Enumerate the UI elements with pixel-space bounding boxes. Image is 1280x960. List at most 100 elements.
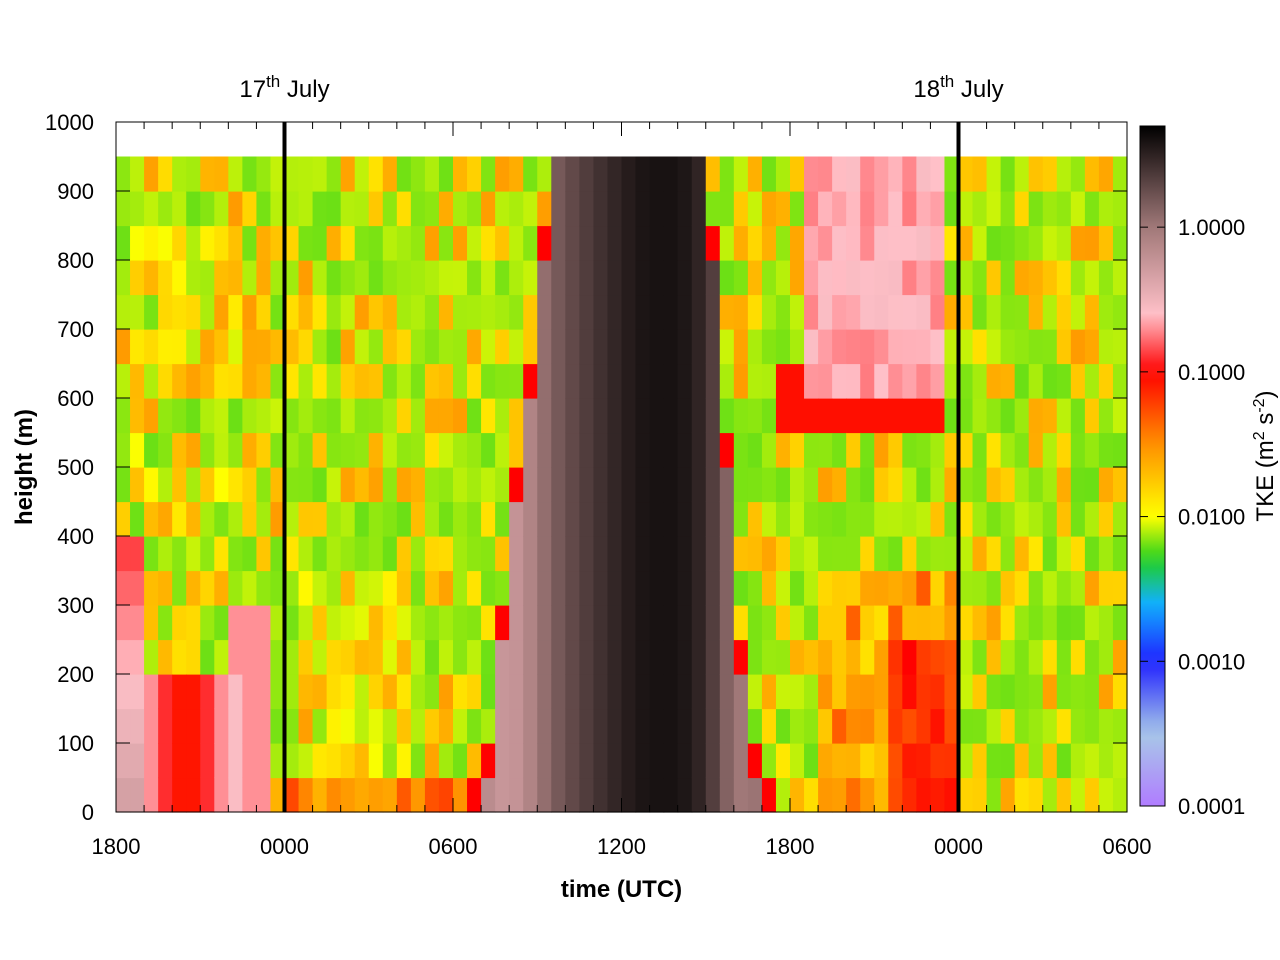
heatmap-cell — [677, 294, 693, 330]
heatmap-cell — [326, 501, 342, 537]
heatmap-cell — [832, 260, 847, 296]
heatmap-cell — [354, 570, 370, 606]
x-tick-label: 0600 — [429, 834, 478, 859]
heatmap-cell — [621, 398, 637, 434]
heatmap-cell — [705, 639, 721, 675]
heatmap-cell — [1084, 639, 1100, 675]
heatmap-cell — [663, 605, 679, 641]
heatmap-cell — [565, 432, 580, 468]
heatmap-cell — [256, 639, 272, 675]
heatmap-cell — [298, 501, 314, 537]
heatmap-cell — [495, 777, 510, 813]
heatmap-cell — [298, 639, 314, 675]
heatmap-cell — [902, 191, 917, 227]
heatmap-cell — [705, 156, 721, 192]
heatmap-cell — [972, 777, 988, 813]
heatmap-cell — [438, 777, 454, 813]
heatmap-cell — [649, 156, 665, 192]
heatmap-cell — [972, 294, 988, 330]
heatmap-cell — [804, 743, 819, 779]
heatmap-cell — [438, 708, 454, 744]
heatmap-cell — [340, 743, 356, 779]
heatmap-cell — [1084, 743, 1100, 779]
heatmap-cell — [916, 570, 932, 606]
heatmap-cell — [424, 605, 440, 641]
heatmap-cell — [747, 777, 763, 813]
heatmap-cell — [719, 467, 735, 503]
heatmap-cell — [312, 260, 328, 296]
heatmap-cell — [396, 570, 412, 606]
heatmap-cell — [509, 329, 524, 365]
heatmap-cell — [930, 156, 946, 192]
heatmap-cell — [467, 260, 482, 296]
heatmap-cell — [790, 225, 805, 261]
heatmap-cell — [481, 432, 496, 468]
heatmap-cell — [410, 570, 426, 606]
heatmap-cell — [270, 432, 286, 468]
heatmap-cell — [116, 570, 131, 606]
heatmap-cell — [1098, 777, 1114, 813]
heatmap-cell — [649, 708, 665, 744]
heatmap-cell — [312, 156, 328, 192]
heatmap-cell — [818, 570, 833, 606]
heatmap-cell — [186, 605, 201, 641]
heatmap-cell — [705, 225, 721, 261]
heatmap-cell — [1028, 777, 1044, 813]
heatmap-cell — [467, 674, 482, 710]
heatmap-cell — [986, 260, 1002, 296]
day-label: 17th July — [239, 72, 329, 103]
heatmap-cell — [410, 398, 426, 434]
heatmap-cell — [621, 191, 637, 227]
heatmap-cell — [424, 708, 440, 744]
heatmap-cell — [818, 674, 833, 710]
heatmap-cell — [607, 674, 623, 710]
heatmap-cell — [902, 674, 917, 710]
heatmap-cell — [1112, 191, 1128, 227]
heatmap-cell — [677, 191, 693, 227]
heatmap-cell — [790, 329, 805, 365]
heatmap-cell — [818, 398, 833, 434]
heatmap-cell — [438, 639, 454, 675]
x-tick-label: 0600 — [1103, 834, 1152, 859]
heatmap-cell — [396, 777, 412, 813]
heatmap-cell — [1042, 225, 1058, 261]
heatmap-cell — [888, 639, 903, 675]
heatmap-cell — [438, 156, 454, 192]
heatmap-cell — [1028, 191, 1044, 227]
heatmap-cell — [958, 467, 974, 503]
heatmap-cell — [579, 570, 595, 606]
heatmap-cell — [537, 777, 552, 813]
heatmap-cell — [312, 191, 328, 227]
heatmap-cell — [551, 432, 566, 468]
heatmap-cell — [382, 225, 398, 261]
heatmap-cell — [340, 156, 356, 192]
heatmap-cell — [382, 743, 398, 779]
heatmap-cell — [944, 708, 960, 744]
heatmap-cell — [747, 329, 763, 365]
heatmap-cell — [172, 363, 187, 399]
heatmap-cell — [1056, 191, 1072, 227]
heatmap-cell — [930, 260, 946, 296]
heatmap-cell — [958, 674, 974, 710]
heatmap-cell — [424, 294, 440, 330]
heatmap-cell — [284, 501, 300, 537]
heatmap-cell — [916, 191, 932, 227]
heatmap-cell — [747, 674, 763, 710]
heatmap-cell — [761, 398, 777, 434]
heatmap-cell — [172, 674, 187, 710]
heatmap-cell — [242, 294, 258, 330]
heatmap-cell — [354, 501, 370, 537]
heatmap-cell — [382, 329, 398, 365]
x-tick-label: 1200 — [597, 834, 646, 859]
heatmap-cell — [761, 191, 777, 227]
heatmap-cell — [705, 777, 721, 813]
heatmap-cell — [593, 225, 609, 261]
heatmap-cell — [761, 363, 777, 399]
heatmap-cell — [790, 363, 805, 399]
heatmap-cell — [790, 570, 805, 606]
heatmap-cell — [1070, 432, 1086, 468]
heatmap-cell — [719, 708, 735, 744]
heatmap-cell — [1042, 363, 1058, 399]
heatmap-cell — [453, 432, 468, 468]
heatmap-cell — [523, 605, 538, 641]
